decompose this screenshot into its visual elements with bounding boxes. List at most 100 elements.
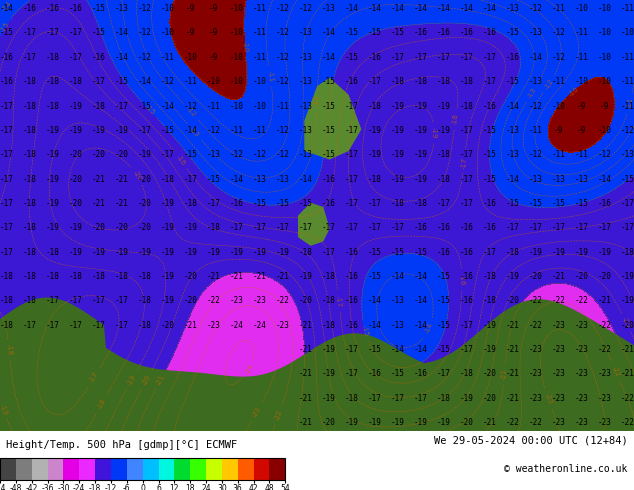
Text: -13: -13 [529, 28, 543, 37]
Text: -18: -18 [482, 272, 496, 281]
Text: -21: -21 [299, 345, 313, 354]
Text: -21: -21 [299, 394, 313, 403]
Text: -17: -17 [529, 223, 543, 232]
Text: -19: -19 [437, 101, 451, 111]
Text: -15: -15 [437, 272, 451, 281]
Text: -17: -17 [138, 126, 152, 135]
Text: -19: -19 [160, 247, 174, 257]
Text: -16: -16 [413, 223, 427, 232]
Text: -18: -18 [46, 101, 60, 111]
Text: Height/Temp. 500 hPa [gdmp][°C] ECMWF: Height/Temp. 500 hPa [gdmp][°C] ECMWF [6, 440, 238, 450]
Text: -15: -15 [160, 126, 174, 135]
Text: -17: -17 [321, 223, 335, 232]
Text: -14: -14 [482, 4, 496, 13]
Text: -11: -11 [552, 4, 566, 13]
Text: -17: -17 [598, 223, 612, 232]
Text: -16: -16 [230, 199, 243, 208]
Text: -16: -16 [345, 247, 358, 257]
Text: -18: -18 [460, 77, 474, 86]
Text: -14: -14 [160, 101, 174, 111]
Text: -21: -21 [299, 369, 313, 378]
Text: -20: -20 [482, 394, 496, 403]
Text: -19: -19 [46, 126, 60, 135]
Text: -12: -12 [552, 53, 566, 62]
Text: -18: -18 [207, 223, 221, 232]
Text: -13: -13 [299, 101, 313, 111]
Text: -17: -17 [22, 320, 36, 330]
Text: -17: -17 [207, 199, 221, 208]
Text: -15: -15 [321, 150, 335, 159]
Text: -17: -17 [368, 199, 382, 208]
Text: -13: -13 [526, 86, 538, 99]
Text: -17: -17 [460, 126, 474, 135]
Text: -19: -19 [321, 394, 335, 403]
Text: -23: -23 [543, 392, 553, 405]
Text: -9: -9 [209, 53, 218, 62]
Text: -17: -17 [183, 174, 197, 184]
Text: -23: -23 [552, 394, 566, 403]
Text: -18: -18 [482, 296, 496, 305]
Text: -19: -19 [207, 247, 221, 257]
Text: -10: -10 [160, 4, 174, 13]
Text: -15: -15 [391, 28, 404, 37]
Text: -16: -16 [321, 199, 335, 208]
Text: -20: -20 [138, 199, 152, 208]
Text: -19: -19 [68, 101, 82, 111]
Text: -12: -12 [207, 126, 221, 135]
Text: -21: -21 [621, 369, 634, 378]
Text: -20: -20 [321, 418, 335, 427]
Text: -16: -16 [22, 4, 36, 13]
Text: -17: -17 [115, 101, 128, 111]
Text: -12: -12 [529, 101, 543, 111]
Text: -11: -11 [552, 77, 566, 86]
Text: -10: -10 [230, 101, 243, 111]
Text: -14: -14 [598, 174, 612, 184]
Text: -17: -17 [0, 223, 13, 232]
Text: -15: -15 [91, 4, 105, 13]
Text: -14: -14 [413, 4, 427, 13]
Text: -11: -11 [252, 126, 266, 135]
Text: -18: -18 [22, 77, 36, 86]
Text: -18: -18 [46, 77, 60, 86]
Text: -17: -17 [482, 53, 496, 62]
Text: -14: -14 [321, 53, 335, 62]
Text: -14: -14 [321, 28, 335, 37]
Text: -15: -15 [621, 174, 634, 184]
Text: -19: -19 [391, 101, 404, 111]
Text: -16: -16 [506, 53, 519, 62]
Text: -19: -19 [183, 247, 197, 257]
Text: -14: -14 [230, 174, 243, 184]
Text: -9: -9 [186, 28, 195, 37]
Text: -18: -18 [460, 369, 474, 378]
Text: -20: -20 [183, 272, 197, 281]
Text: -9: -9 [577, 101, 586, 111]
Text: -17: -17 [345, 199, 358, 208]
Text: -14: -14 [424, 322, 434, 335]
Text: -12: -12 [160, 77, 174, 86]
Text: -16: -16 [345, 296, 358, 305]
Text: -18: -18 [437, 394, 451, 403]
Text: -23: -23 [207, 320, 221, 330]
Text: -10: -10 [598, 77, 612, 86]
Text: -9: -9 [577, 126, 586, 135]
Text: -18: -18 [460, 101, 474, 111]
Text: -12: -12 [276, 77, 289, 86]
Text: -15: -15 [391, 247, 404, 257]
Text: -23: -23 [574, 320, 588, 330]
Text: -14: -14 [368, 296, 382, 305]
Text: -12: -12 [529, 4, 543, 13]
Text: -19: -19 [160, 272, 174, 281]
Text: -24: -24 [243, 363, 254, 375]
Text: -15: -15 [368, 345, 382, 354]
Text: -13: -13 [506, 126, 519, 135]
Text: -19: -19 [506, 272, 519, 281]
Text: -19: -19 [160, 296, 174, 305]
Text: -23: -23 [251, 406, 262, 418]
Text: -17: -17 [413, 53, 427, 62]
Text: We 29-05-2024 00:00 UTC (12+84): We 29-05-2024 00:00 UTC (12+84) [434, 436, 628, 446]
Text: -11: -11 [276, 101, 289, 111]
Text: -17: -17 [437, 199, 451, 208]
Text: -14: -14 [299, 174, 313, 184]
Text: -17: -17 [321, 247, 335, 257]
Text: -17: -17 [299, 223, 313, 232]
